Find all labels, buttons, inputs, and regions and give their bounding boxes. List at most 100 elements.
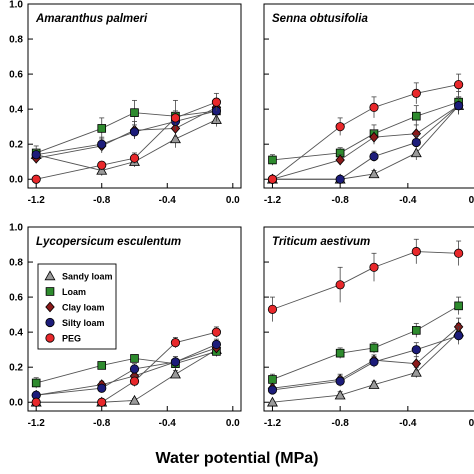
data-point bbox=[97, 361, 107, 370]
data-point bbox=[31, 150, 41, 160]
x-tick-label: -0.4 bbox=[159, 418, 177, 429]
data-point bbox=[267, 385, 278, 395]
legend-label: Clay loam bbox=[62, 303, 105, 313]
plot-frame bbox=[27, 226, 242, 412]
data-point bbox=[129, 394, 140, 405]
data-point bbox=[412, 111, 421, 121]
data-point bbox=[454, 101, 464, 111]
series-line bbox=[36, 101, 217, 180]
data-point bbox=[369, 357, 379, 367]
series-line bbox=[272, 326, 459, 389]
data-point bbox=[266, 396, 278, 407]
panel-4: -1.2 -0.8 -0.4 0.0 Triticum aestivum bbox=[263, 226, 474, 429]
series-line bbox=[272, 251, 459, 310]
data-point bbox=[368, 379, 380, 389]
panel-title: Triticum aestivum bbox=[272, 236, 370, 248]
data-point bbox=[97, 160, 107, 170]
y-tick-label: 0.2 bbox=[9, 363, 23, 374]
data-point bbox=[268, 155, 277, 165]
data-point bbox=[335, 154, 345, 166]
x-tick-label: -0.4 bbox=[399, 418, 417, 429]
data-point bbox=[410, 366, 422, 377]
data-point bbox=[169, 133, 181, 144]
y-tick-label: 0.4 bbox=[9, 105, 23, 116]
x-tick-label: -1.2 bbox=[28, 195, 46, 206]
series-group bbox=[30, 92, 222, 184]
data-point bbox=[369, 151, 379, 162]
data-point bbox=[369, 343, 379, 353]
x-tick-label: 0.0 bbox=[469, 195, 474, 206]
x-tick-label: 0.0 bbox=[469, 418, 474, 429]
data-point bbox=[454, 331, 464, 341]
panel-title: Lycopersicum esculentum bbox=[36, 236, 181, 248]
y-tick-label: 0.8 bbox=[9, 258, 23, 269]
plot-frame bbox=[27, 3, 242, 189]
y-tick-label: 0.0 bbox=[9, 398, 23, 409]
data-point bbox=[129, 153, 140, 163]
legend-marker bbox=[45, 333, 55, 343]
x-tick-label: -0.8 bbox=[93, 418, 111, 429]
panel-title: Senna obtusifolia bbox=[272, 13, 368, 25]
y-tick-label: 0.6 bbox=[9, 293, 23, 304]
x-tick-label: -1.2 bbox=[264, 418, 282, 429]
data-point bbox=[97, 397, 107, 407]
data-point bbox=[211, 339, 222, 350]
data-point bbox=[267, 304, 278, 314]
y-tick-label: 0.6 bbox=[9, 70, 23, 81]
data-point bbox=[410, 147, 422, 158]
plot-frame bbox=[263, 226, 474, 412]
data-point bbox=[267, 174, 278, 184]
y-tick-label: 1.0 bbox=[9, 0, 23, 11]
legend-label: Loam bbox=[62, 287, 86, 297]
data-point bbox=[31, 397, 41, 407]
panel-3: 0.0 0.2 0.4 0.6 0.8 1.0 -1.2 -0.8 -0.4 0.0 Lycoper… bbox=[9, 223, 242, 429]
x-tick-label: -0.8 bbox=[332, 418, 350, 429]
data-point bbox=[129, 364, 140, 374]
series-group bbox=[30, 326, 222, 407]
data-point bbox=[454, 80, 464, 90]
data-point bbox=[411, 137, 421, 148]
data-point bbox=[170, 357, 181, 367]
y-tick-label: 0.0 bbox=[9, 175, 23, 186]
x-tick-label: -0.4 bbox=[399, 195, 417, 206]
series-group bbox=[266, 73, 465, 185]
series-line bbox=[272, 105, 459, 180]
data-point bbox=[31, 378, 41, 388]
x-axis-label: Water potential (MPa) bbox=[155, 450, 319, 467]
data-point bbox=[169, 368, 181, 379]
panel-title: Amaranthus palmeri bbox=[35, 13, 148, 25]
series-line bbox=[272, 335, 459, 391]
data-point bbox=[369, 131, 379, 143]
data-point bbox=[369, 102, 379, 112]
data-point bbox=[411, 358, 422, 370]
legend-label: PEG bbox=[62, 334, 81, 344]
series-line bbox=[36, 119, 217, 171]
data-point bbox=[335, 280, 345, 290]
series-line bbox=[36, 347, 217, 396]
data-point bbox=[96, 164, 108, 175]
data-point bbox=[97, 383, 107, 393]
data-point bbox=[211, 97, 222, 107]
x-tick-label: -0.8 bbox=[332, 195, 350, 206]
data-point bbox=[268, 375, 277, 384]
x-tick-label: -0.4 bbox=[159, 195, 177, 206]
legend: Sandy loam Loam Clay loam Silty loam PEG bbox=[37, 263, 117, 350]
data-point bbox=[454, 248, 464, 258]
data-point bbox=[129, 376, 140, 386]
data-point bbox=[412, 326, 421, 335]
data-point bbox=[369, 262, 379, 272]
legend-marker bbox=[45, 301, 55, 313]
y-tick-label: 0.4 bbox=[9, 328, 23, 339]
panel-1: 0.0 0.2 0.4 0.6 0.8 1.0 -1.2 -0.8 -0.4 0.0 Amarant… bbox=[9, 0, 242, 206]
data-point bbox=[335, 348, 345, 358]
data-point bbox=[411, 345, 421, 355]
data-point bbox=[130, 108, 139, 117]
legend-marker bbox=[44, 270, 56, 281]
data-point bbox=[454, 301, 463, 311]
data-point bbox=[97, 124, 107, 133]
data-point bbox=[97, 139, 107, 149]
data-point bbox=[335, 174, 345, 184]
data-point bbox=[31, 174, 41, 184]
panel-2: -1.2 -0.8 -0.4 0.0 Senna obtusifolia bbox=[263, 3, 474, 206]
